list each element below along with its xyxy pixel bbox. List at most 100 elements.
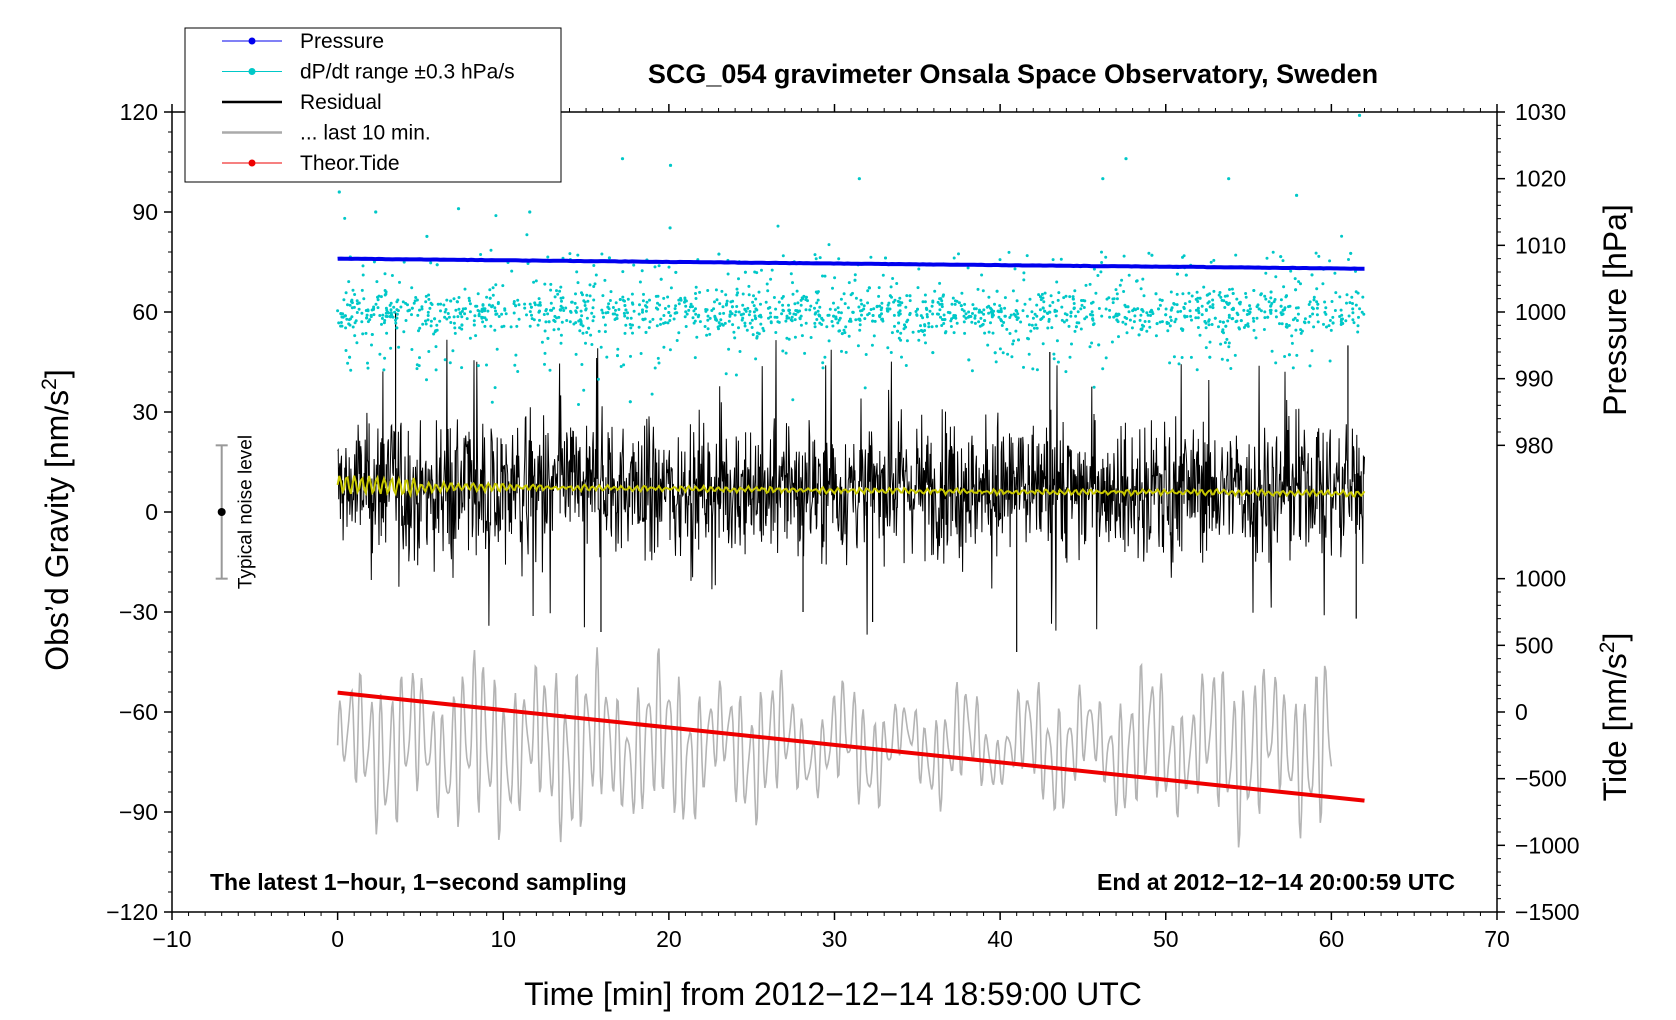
dpdt-point [1165,322,1169,325]
dpdt-point [657,361,661,365]
dpdt-point [791,398,795,402]
dpdt-point [698,320,702,324]
dpdt-point [1234,253,1238,257]
dpdt-point [424,294,428,298]
dpdt-point [784,351,788,355]
dpdt-point [1266,315,1270,319]
pressure-tick-label: 1030 [1515,99,1566,125]
dpdt-point [382,321,386,325]
dpdt-point [1211,306,1215,310]
dpdt-point [510,269,514,273]
dpdt-point [823,355,827,359]
dpdt-point [429,324,433,328]
dpdt-point [662,345,666,349]
dpdt-point [863,317,867,321]
dpdt-point [872,307,876,311]
dpdt-point [950,302,954,306]
dpdt-point [704,308,708,311]
dpdt-point [1242,308,1246,312]
dpdt-point [468,302,472,306]
dpdt-point [629,326,633,330]
dpdt-point [1323,300,1327,304]
dpdt-point [1059,257,1063,261]
dpdt-point [1315,300,1319,304]
x-tick-label: 10 [490,926,516,952]
dpdt-point [721,305,725,309]
dpdt-point [1083,317,1087,321]
dpdt-point [404,319,408,322]
dpdt-point [719,318,723,322]
dpdt-point [1264,297,1268,301]
dpdt-point [694,285,698,289]
dpdt-point [733,313,737,317]
dpdt-point [1252,328,1256,332]
dpdt-point [487,303,491,307]
legend-marker [248,37,256,45]
dpdt-point [992,309,996,313]
tide-tick-label: −1500 [1515,899,1580,925]
dpdt-point [379,295,383,299]
dpdt-point [644,304,647,308]
dpdt-point [1333,271,1337,275]
dpdt-point [1257,307,1261,311]
dpdt-point [753,314,757,318]
dpdt-point [836,306,840,310]
dpdt-point [831,286,834,290]
legend: Pressure dP/dt range ±0.3 hPa/s Residual..… [184,27,562,183]
dpdt-point [653,366,657,370]
dpdt-point [454,308,458,312]
dpdt-point [1063,312,1067,316]
dpdt-point [938,281,942,285]
dpdt-point [1150,253,1154,257]
dpdt-point [1239,319,1243,323]
dpdt-point [669,286,673,290]
dpdt-point [564,306,568,310]
dpdt-point [395,326,399,330]
dpdt-point [1108,315,1112,319]
dpdt-point [1076,310,1080,314]
dpdt-point [1149,314,1152,317]
dpdt-point [732,330,736,334]
dpdt-point [1197,311,1201,315]
dpdt-point [827,313,831,317]
dpdt-point [445,298,449,302]
dpdt-point [1133,314,1137,318]
dpdt-point [1183,315,1187,319]
left-tick-label: 60 [132,299,158,325]
dpdt-point [532,280,536,284]
dpdt-point [708,316,712,320]
dpdt-point [972,307,976,311]
dpdt-point-outlier [668,163,673,167]
dpdt-point [940,324,944,327]
dpdt-point [981,289,985,293]
dpdt-point [871,319,875,323]
dpdt-point [1248,307,1252,311]
dpdt-point [769,321,773,325]
dpdt-point [1231,292,1235,295]
dpdt-point [967,358,971,362]
dpdt-point [626,311,629,315]
dpdt-point [464,307,467,311]
dpdt-point [621,270,625,274]
dpdt-point [866,301,870,305]
dpdt-point [617,308,621,311]
dpdt-point [903,323,906,327]
dpdt-point [1039,295,1042,299]
dpdt-point [623,304,627,307]
dpdt-point [472,319,476,323]
dpdt-point [713,300,716,304]
dpdt-point [710,309,714,312]
dpdt-point [593,282,597,286]
dpdt-point [457,296,461,299]
tide-tick-label: 1000 [1515,566,1566,592]
dpdt-point [735,293,739,297]
dpdt-point [1357,315,1360,319]
tide-tick-label: 0 [1515,699,1528,725]
dpdt-point [1339,308,1343,312]
dpdt-point [1341,322,1345,325]
dpdt-point [1333,309,1337,312]
dpdt-point [1080,303,1084,307]
dpdt-point [348,323,352,327]
dpdt-point [897,336,901,340]
dpdt-point [860,309,864,312]
